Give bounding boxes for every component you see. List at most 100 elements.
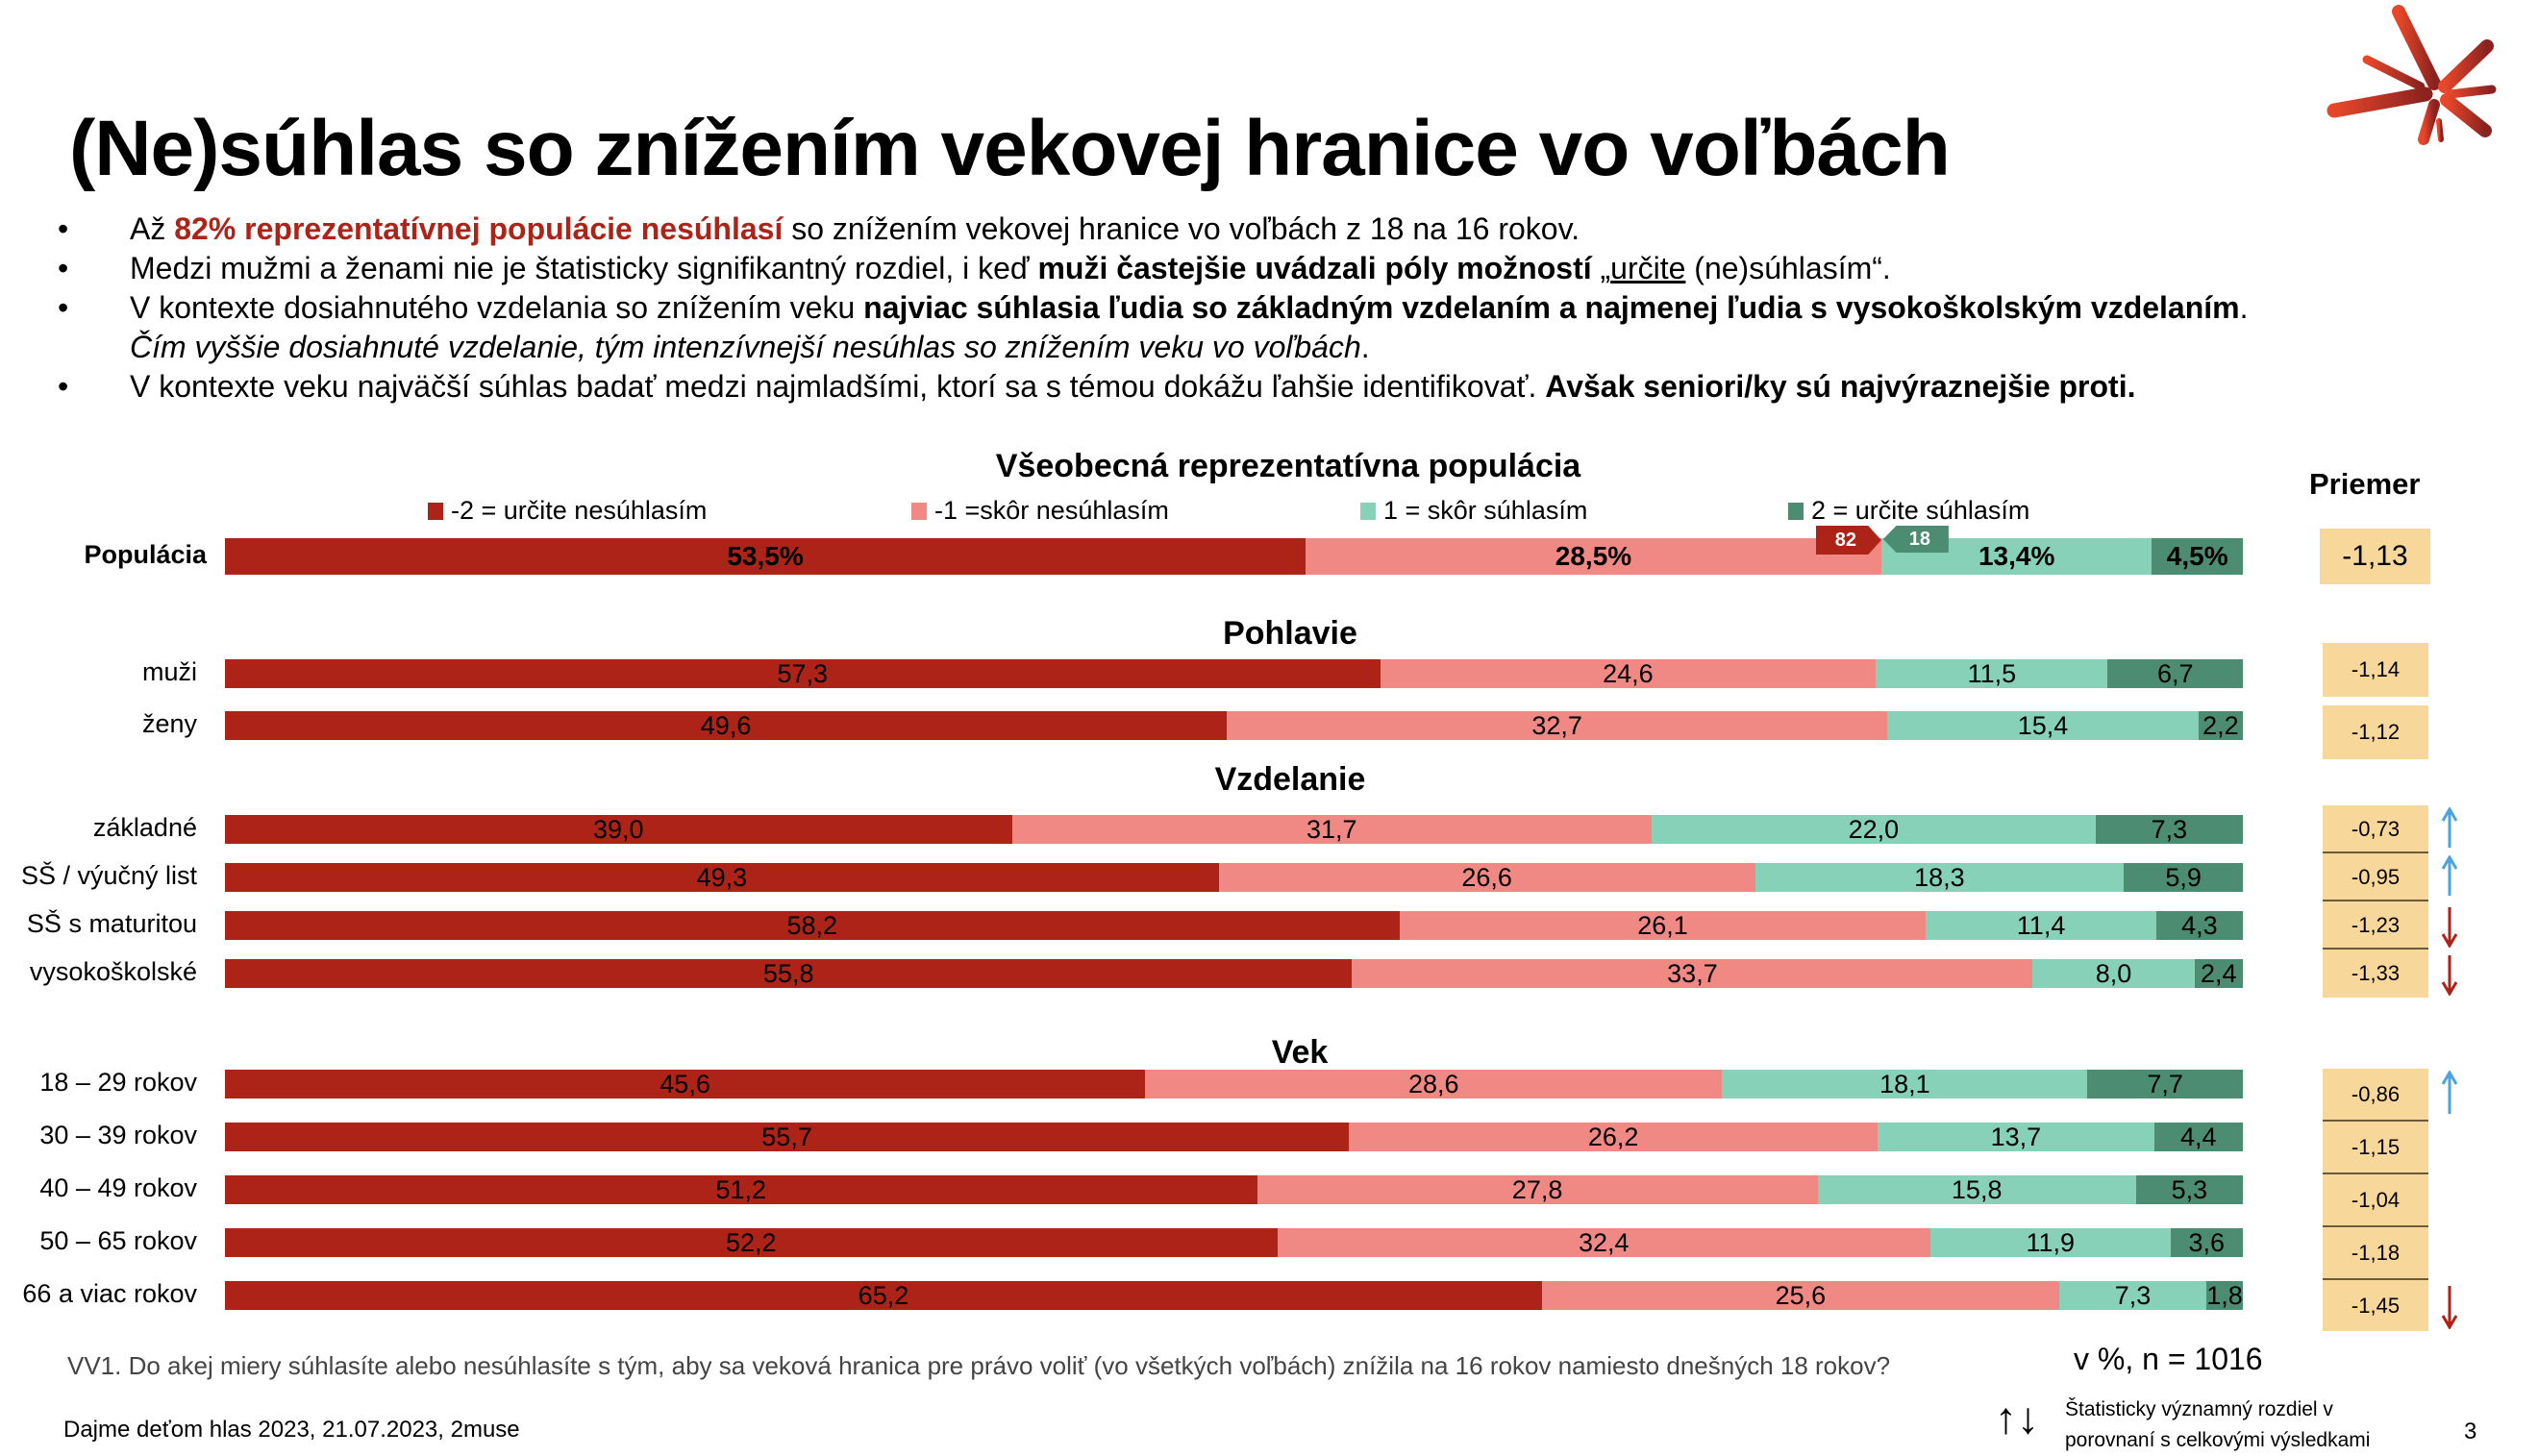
bar-segment-disagree: 26,6: [1218, 863, 1755, 892]
legend-label: 1 = skôr súhlasím: [1383, 496, 1588, 525]
bar-segment-agree: 18,1: [1722, 1070, 2088, 1098]
bar-value-label: 33,7: [1667, 959, 1718, 988]
bar-segment-strongly_disagree: 49,6: [225, 711, 1228, 740]
bar-value-label: 27,8: [1511, 1175, 1563, 1204]
bullet-text-run: Avšak seniori/ky sú najvýraznejšie proti…: [1545, 369, 2136, 404]
bullet-text: Až 82% reprezentatívnej populácie nesúhl…: [130, 210, 1580, 248]
bullet-dot: •: [58, 290, 69, 325]
legend-item-strongly_disagree: -2 = určite nesúhlasím: [428, 496, 707, 526]
bullet-text-run: Až: [130, 211, 175, 246]
bar-segment-strongly_agree: 5,3: [2135, 1175, 2243, 1204]
bar-value-label: 5,3: [2171, 1175, 2208, 1204]
bar-value-label: 3,6: [2188, 1228, 2226, 1257]
bar-segment-agree: 8,0: [2032, 959, 2195, 988]
bullet-text-run: Čím vyššie dosiahnuté vzdelanie, tým int…: [130, 330, 1361, 364]
bar-value-label: 25,6: [1775, 1281, 1827, 1310]
bar-segment-agree: 18,3: [1754, 863, 2125, 892]
stacked-bar: 55,8 33,7 8,0 2,4: [225, 959, 2243, 988]
significant-down-arrow-icon: [2441, 1286, 2458, 1329]
bar-segment-strongly_agree: 2,4: [2194, 959, 2243, 988]
row-label: 66 a viac rokov: [22, 1279, 197, 1308]
bar-value-label: 39,0: [593, 815, 644, 844]
row-label: ženy: [141, 709, 197, 738]
legend-label: -2 = určite nesúhlasím: [451, 496, 708, 525]
bar-value-label: 26,1: [1637, 911, 1688, 940]
survey-question: VV1. Do akej miery súhlasíte alebo nesúh…: [67, 1351, 1891, 1380]
stacked-bar: 51,2 27,8 15,8 5,3: [225, 1175, 2243, 1204]
legend-swatch: [428, 502, 443, 520]
bullet-text-run: muži častejšie uvádzali póly možností: [1037, 251, 1592, 285]
bar-value-label: 52,2: [726, 1228, 777, 1257]
bar-value-label: 4,4: [2180, 1123, 2217, 1151]
sample-size: v %, n = 1016: [2074, 1342, 2263, 1376]
bar-value-label: 11,4: [2016, 911, 2066, 940]
bullet-text-run: .: [1360, 330, 1370, 364]
bar-value-label: 7,3: [2114, 1281, 2152, 1310]
bar-value-label: 6,7: [2156, 659, 2194, 688]
bar-segment-disagree: 25,6: [1541, 1281, 2059, 1310]
significant-up-arrow-icon: [2441, 855, 2458, 896]
mean-value-box: -1,18: [2323, 1227, 2428, 1278]
bar-value-label: 1,8: [2206, 1281, 2243, 1310]
stacked-bar: 58,2 26,1 11,4 4,3: [225, 911, 2243, 940]
legend-item-disagree: -1 =skôr nesúhlasím: [911, 496, 1169, 526]
bar-value-label: 53,5%: [727, 541, 804, 571]
bar-value-label: 15,8: [1951, 1175, 2003, 1204]
mean-value-box: -0,73: [2323, 805, 2428, 853]
bar-segment-strongly_agree: 5,9: [2124, 863, 2243, 892]
bar-segment-strongly_agree: 7,3: [2095, 815, 2243, 844]
row-label: muži: [141, 657, 197, 686]
bar-value-label: 18,1: [1879, 1070, 1930, 1098]
bar-segment-strongly_disagree: 45,6: [225, 1070, 1146, 1098]
disagree-total-tag: 82: [1815, 526, 1881, 555]
bar-value-label: 24,6: [1603, 659, 1654, 688]
legend-label: -1 =skôr nesúhlasím: [934, 496, 1169, 525]
bar-value-label: 57,3: [777, 659, 829, 688]
bar-segment-strongly_disagree: 58,2: [225, 911, 1400, 940]
bar-segment-strongly_disagree: 65,2: [225, 1281, 1542, 1310]
page-title: (Ne)súhlas so znížením vekovej hranice v…: [69, 105, 1951, 192]
mean-divider: [2323, 1120, 2428, 1122]
bar-value-label: 4,3: [2181, 911, 2218, 940]
mean-value-box: -1,12: [2323, 705, 2428, 759]
mean-divider: [2323, 1278, 2428, 1280]
row-label: Populácia: [84, 540, 207, 569]
bullet-text-run: určite: [1610, 251, 1686, 285]
bar-segment-strongly_disagree: 51,2: [225, 1175, 1257, 1204]
legend-swatch: [1788, 502, 1804, 520]
bullet-text-run: (ne)súhlasím“.: [1685, 251, 1891, 285]
bar-value-label: 58,2: [786, 911, 838, 940]
mean-value-box: -1,23: [2323, 901, 2428, 950]
significance-arrows-icon: ↑↓: [1995, 1393, 2039, 1443]
row-label: SŠ / výučný list: [20, 861, 197, 890]
bar-value-label: 11,9: [2026, 1228, 2075, 1257]
bar-value-label: 65,2: [858, 1281, 909, 1310]
legend-swatch: [1360, 502, 1376, 520]
stacked-bar: 55,7 26,2 13,7 4,4: [225, 1123, 2243, 1151]
bar-segment-strongly_agree: 6,7: [2107, 659, 2243, 688]
bar-value-label: 26,6: [1461, 863, 1512, 892]
bar-value-label: 51,2: [715, 1175, 767, 1204]
mean-value-box: -0,95: [2323, 853, 2428, 901]
row-label: základné: [92, 813, 197, 842]
mean-value-box: -1,33: [2323, 950, 2428, 998]
significance-legend-line2: porovnaní s celkovými výsledkami: [2065, 1429, 2371, 1451]
bar-value-label: 55,7: [761, 1123, 812, 1151]
bar-segment-disagree: 28,6: [1145, 1070, 1723, 1098]
stacked-bar: 52,2 32,4 11,9 3,6: [225, 1228, 2243, 1257]
legend-item-agree: 1 = skôr súhlasím: [1360, 496, 1587, 526]
bullet-text: V kontexte veku najväčší súhlas badať me…: [130, 367, 2135, 406]
mean-divider: [2323, 1225, 2428, 1227]
group-title: Vek: [1271, 1034, 1329, 1071]
stacked-bar: 49,6 32,7 15,4 2,2: [225, 711, 2243, 740]
bar-value-label: 18,3: [1914, 863, 1965, 892]
legend-swatch: [911, 502, 927, 520]
bar-segment-agree: 15,4: [1887, 711, 2199, 740]
bar-value-label: 55,8: [762, 959, 814, 988]
bar-segment-disagree: 28,5%: [1306, 538, 1881, 575]
bullet-text-run: .: [2239, 290, 2249, 325]
bullet-text: V kontexte dosiahnutého vzdelania so zní…: [130, 288, 2249, 327]
bar-segment-disagree: 24,6: [1380, 659, 1877, 688]
mean-divider: [2323, 1172, 2428, 1174]
significance-legend-line1: Štatisticky významný rozdiel v: [2065, 1398, 2333, 1420]
